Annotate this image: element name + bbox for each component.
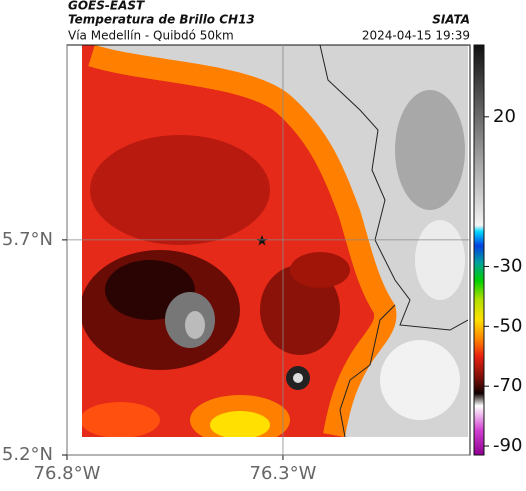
y-tick-label: 5.7°N	[2, 229, 53, 250]
source: GOES-EAST	[68, 0, 145, 13]
x-tick-label: 76.8°W	[34, 463, 101, 484]
subtitle: Vía Medellín - Quibdó 50km	[68, 29, 234, 43]
colorbar-tick-label: -70	[493, 375, 522, 396]
datetime: 2024-04-15 19:39	[362, 29, 470, 43]
satellite-image	[82, 45, 468, 437]
title: Temperatura de Brillo CH13	[68, 13, 255, 27]
x-tick-label: 76.3°W	[250, 463, 317, 484]
brand: SIATA	[432, 13, 470, 27]
colorbar-tick-label: -50	[493, 315, 522, 336]
colorbar	[473, 44, 485, 456]
y-tick-label: 5.2°N	[2, 444, 53, 465]
colorbar-tick-label: -30	[493, 255, 522, 276]
colorbar-tick-label: -90	[493, 435, 522, 456]
colorbar-tick-label: 20	[493, 106, 516, 127]
